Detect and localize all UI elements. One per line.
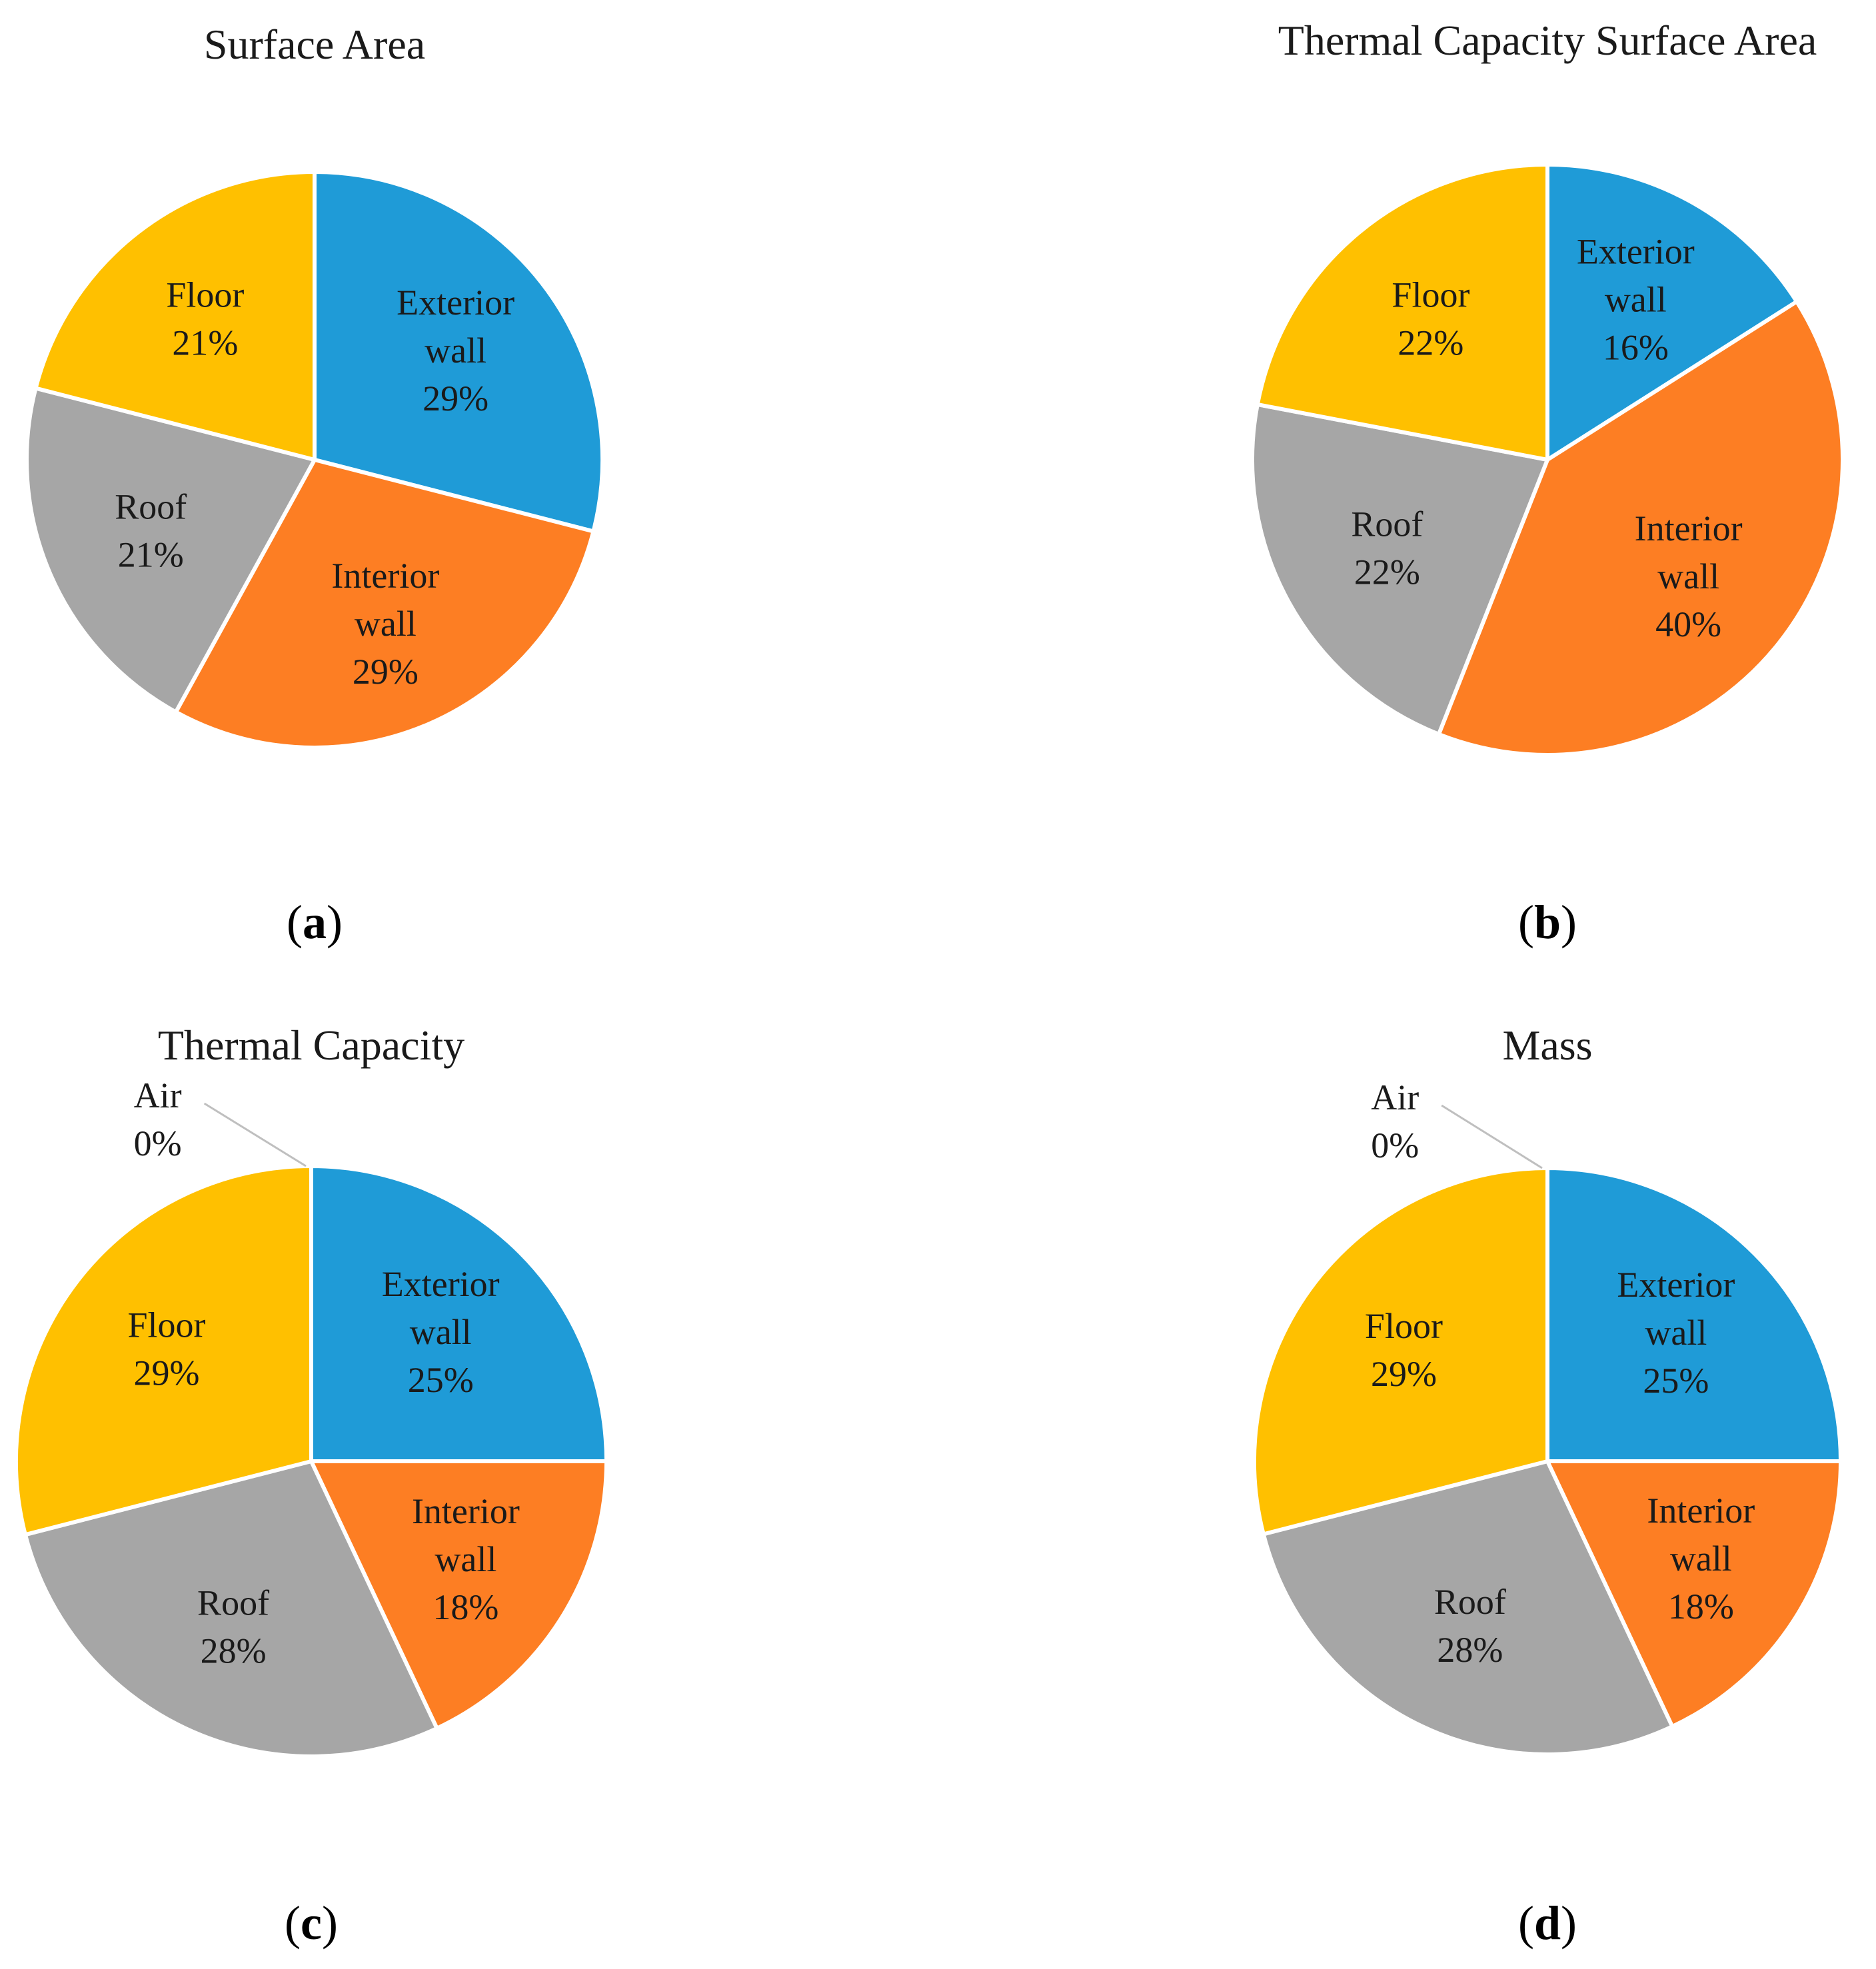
- pie-chart-a: Exterior wall 29%Interior wall 29%Roof 21%Flo…: [25, 170, 604, 750]
- pie-chart-b: Exterior wall 16%Interior wall 40%Roof 22%Flo…: [1250, 163, 1845, 757]
- data-label-interior-wall: Interior wall 40%: [1635, 508, 1743, 644]
- data-label-floor: Floor 29%: [127, 1305, 205, 1393]
- panel-label-a: (a): [287, 896, 343, 949]
- data-label-percent: 22%: [1398, 323, 1463, 362]
- data-label-percent: 18%: [1668, 1587, 1734, 1627]
- data-label-name: Exterior: [397, 283, 514, 323]
- data-label-exterior-wall: Exterior wall 16%: [1577, 231, 1695, 367]
- data-label-name: wall: [1670, 1539, 1732, 1579]
- data-label-roof: Roof 28%: [197, 1583, 269, 1671]
- data-label-percent: 28%: [1437, 1630, 1503, 1670]
- pie-slice-exterior-wall: [309, 1164, 608, 1463]
- data-label-name: Exterior: [382, 1264, 500, 1304]
- chart-panel-a: Surface Area Exterior wall 29% Interior wall…: [25, 21, 604, 949]
- pie-slice-roof: [1261, 1459, 1675, 1756]
- data-label-name: Floor: [1365, 1306, 1443, 1346]
- data-label-percent: 29%: [133, 1353, 199, 1393]
- chart-title-a: Surface Area: [204, 21, 425, 68]
- data-label-name: wall: [425, 330, 486, 370]
- data-label-percent: 25%: [1643, 1361, 1709, 1401]
- data-label-name: wall: [1645, 1313, 1707, 1353]
- pie-slice-interior-wall: [309, 1459, 608, 1730]
- data-label-exterior-wall: Exterior wall 29%: [397, 283, 514, 418]
- data-label-name: Interior: [1647, 1491, 1755, 1531]
- data-label-interior-wall: Interior wall 29%: [331, 556, 439, 692]
- chart-panel-c: Thermal Capacity Exterior wall 25% Interior…: [14, 1021, 608, 1950]
- panel-label-d: (d): [1518, 1896, 1577, 1950]
- data-label-percent: 29%: [1371, 1354, 1437, 1394]
- chart-title-c: Thermal Capacity: [158, 1021, 465, 1069]
- pie-slice-interior-wall: [1436, 299, 1845, 757]
- data-label-percent: 29%: [423, 378, 488, 418]
- data-label-percent: 16%: [1603, 327, 1669, 367]
- pie-slice-exterior-wall: [1545, 163, 1799, 462]
- data-label-name: Floor: [1392, 275, 1469, 315]
- data-label-name: Exterior: [1577, 231, 1695, 271]
- data-label-floor: Floor 21%: [166, 275, 244, 362]
- pie-slice-floor: [33, 170, 317, 462]
- data-label-name: Roof: [197, 1583, 269, 1623]
- chart-title-d: Mass: [1502, 1021, 1592, 1069]
- pie-chart-c: Exterior wall 25% Interior wall 18% Roof 28% Flo…: [14, 1075, 608, 1758]
- data-label-name: Air: [1371, 1077, 1419, 1117]
- pie-slice-floor: [1255, 163, 1549, 462]
- data-label-percent: 29%: [353, 652, 419, 692]
- data-label-percent: 21%: [172, 323, 238, 362]
- data-label-percent: 21%: [118, 534, 184, 574]
- pie-slice-interior-wall: [173, 458, 596, 750]
- pie-slice-exterior-wall: [1545, 1166, 1843, 1463]
- data-label-exterior-wall: Exterior wall 25%: [382, 1264, 500, 1400]
- panel-label-c: (c): [285, 1896, 338, 1950]
- pie-slice-floor: [1252, 1166, 1549, 1537]
- data-label-percent: 22%: [1354, 552, 1420, 592]
- data-label-name: wall: [355, 604, 417, 644]
- data-label-name: wall: [410, 1312, 472, 1352]
- leader-line-air: [203, 1102, 307, 1167]
- data-label-percent: 0%: [134, 1123, 182, 1163]
- data-label-name: Roof: [1351, 504, 1423, 544]
- data-label-air: Air 0%: [134, 1075, 182, 1163]
- data-label-name: Floor: [166, 275, 244, 315]
- pie-chart-d: Exterior wall 25% Interior wall 18% Roof 28% Flo…: [1252, 1077, 1843, 1756]
- panel-label-b: (b): [1518, 896, 1577, 949]
- leader-line-air: [1441, 1104, 1543, 1169]
- data-label-name: Interior: [412, 1491, 520, 1531]
- data-label-name: wall: [435, 1539, 496, 1579]
- data-label-name: Roof: [115, 486, 187, 526]
- pie-slice-roof: [1250, 402, 1549, 736]
- chart-panel-d: Mass Exterior wall 25% Interior wall 18% Roof 2…: [1252, 1021, 1843, 1950]
- data-label-percent: 25%: [408, 1360, 474, 1400]
- data-label-name: Exterior: [1617, 1265, 1735, 1305]
- data-label-percent: 18%: [433, 1587, 498, 1627]
- data-label-name: Roof: [1434, 1582, 1506, 1622]
- data-label-percent: 40%: [1655, 604, 1721, 644]
- data-label-name: Air: [134, 1075, 182, 1115]
- data-label-name: Interior: [331, 556, 439, 596]
- pie-slice-roof: [25, 386, 317, 714]
- data-label-floor: Floor 22%: [1392, 275, 1469, 362]
- data-label-percent: 28%: [201, 1631, 267, 1671]
- chart-title-b: Thermal Capacity Surface Area: [1278, 17, 1817, 64]
- data-label-name: Floor: [127, 1305, 205, 1345]
- data-label-roof: Roof 22%: [1351, 504, 1423, 592]
- pie-slice-exterior-wall: [313, 170, 604, 534]
- pie-slice-floor: [14, 1164, 313, 1537]
- data-label-name: wall: [1657, 556, 1719, 596]
- data-label-roof: Roof 28%: [1434, 1582, 1506, 1670]
- data-label-name: Interior: [1635, 508, 1743, 548]
- data-label-interior-wall: Interior wall 18%: [1647, 1491, 1755, 1627]
- data-label-percent: 0%: [1371, 1125, 1419, 1165]
- chart-panel-b: Thermal Capacity Surface Area Exterior wa…: [1250, 17, 1845, 949]
- data-label-interior-wall: Interior wall 18%: [412, 1491, 520, 1627]
- data-label-roof: Roof 21%: [115, 486, 187, 574]
- data-label-air: Air 0%: [1371, 1077, 1419, 1165]
- pie-slice-roof: [23, 1459, 439, 1758]
- data-label-exterior-wall: Exterior wall 25%: [1617, 1265, 1735, 1401]
- data-label-name: wall: [1605, 279, 1667, 319]
- data-label-floor: Floor 29%: [1365, 1306, 1443, 1394]
- pie-slice-interior-wall: [1545, 1459, 1843, 1729]
